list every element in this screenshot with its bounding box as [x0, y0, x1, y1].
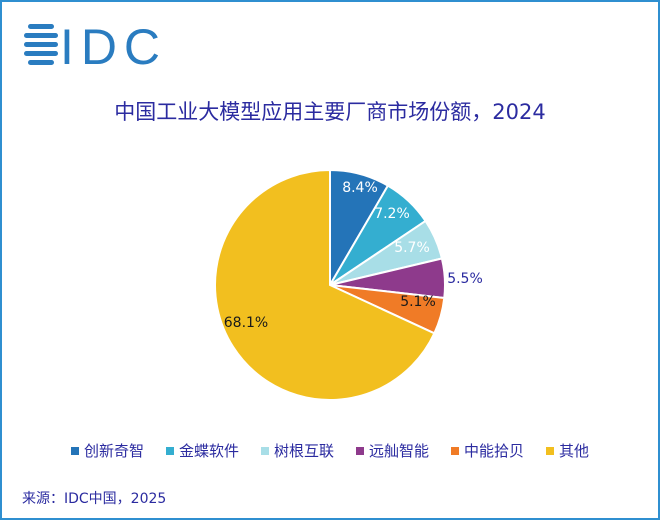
legend-item: 树根互联	[260, 440, 334, 461]
legend-swatch	[165, 446, 174, 455]
legend-item: 中能拾贝	[451, 440, 524, 461]
pie-slice	[214, 168, 436, 401]
legend-label: 远舢智能	[369, 442, 430, 460]
legend-label: 金蝶软件	[178, 442, 239, 460]
legend-item: 创新奇智	[70, 440, 144, 461]
chart-title: 中国工业大模型应用主要厂商市场份额，2024	[114, 100, 546, 124]
source-note: 来源：IDC中国，2025	[22, 491, 167, 507]
legend-item: 金蝶软件	[165, 440, 239, 461]
data-label: 5.7%	[394, 240, 430, 256]
legend-swatch	[546, 446, 555, 455]
legend-swatch	[260, 446, 269, 455]
legend-label: 中能拾贝	[464, 442, 525, 460]
data-label: 5.1%	[400, 294, 436, 310]
legend-item: 远舢智能	[356, 440, 429, 461]
legend-swatch	[70, 446, 79, 455]
legend-label: 树根互联	[273, 442, 334, 460]
legend-label: 其他	[559, 442, 590, 460]
data-label: 7.2%	[374, 206, 410, 222]
legend-swatch	[356, 446, 364, 455]
legend-swatch	[451, 446, 460, 455]
data-label: 68.1%	[224, 315, 268, 331]
data-label: 8.4%	[342, 180, 378, 196]
idc-logo: IDC	[24, 19, 164, 75]
data-label: 5.5%	[447, 271, 483, 287]
legend-item: 其他	[546, 440, 589, 461]
legend: 创新奇智 金蝶软件 树根互联 远舢智能 中能拾贝 其他	[0, 440, 660, 461]
legend-label: 创新奇智	[83, 442, 144, 460]
